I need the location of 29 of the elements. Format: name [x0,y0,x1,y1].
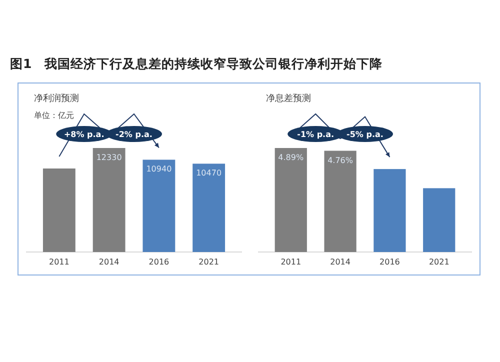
bar [92,148,126,252]
x-tick-label: 2016 [380,258,400,267]
x-tick-label: 2011 [280,258,302,267]
x-tick-label: 2021 [428,258,450,267]
bar [274,148,307,252]
x-tick-label: 2011 [48,258,70,267]
caption: 图1 我国经济下行及息差的持续收窄导致公司银行净利开始下降 [10,56,384,71]
chart-subtitle: 单位：亿元 [34,111,74,120]
bar [42,168,76,252]
bar [142,160,176,252]
text: -5% p.a. [346,130,384,139]
text: -2% p.a. [116,130,152,139]
bar [324,150,356,252]
data-label: 10470 [196,168,222,178]
x-tick-label: 2021 [198,258,220,267]
bar [423,188,456,252]
x-tick-label: 2016 [148,258,170,267]
text: +8% p.a. [64,130,104,139]
text: -1% p.a. [297,130,334,139]
data-label: 4.89% [278,153,304,162]
data-label: 10940 [146,164,172,174]
bar [192,164,226,252]
chart-title: 净息差预测 [266,93,311,104]
data-label: 4.76% [328,156,354,165]
x-tick-label: 2014 [330,258,350,267]
data-label: 12330 [96,153,122,162]
bar [374,169,406,252]
chart-title: 净利润预测 [34,93,79,104]
x-tick-label: 2014 [98,258,120,267]
